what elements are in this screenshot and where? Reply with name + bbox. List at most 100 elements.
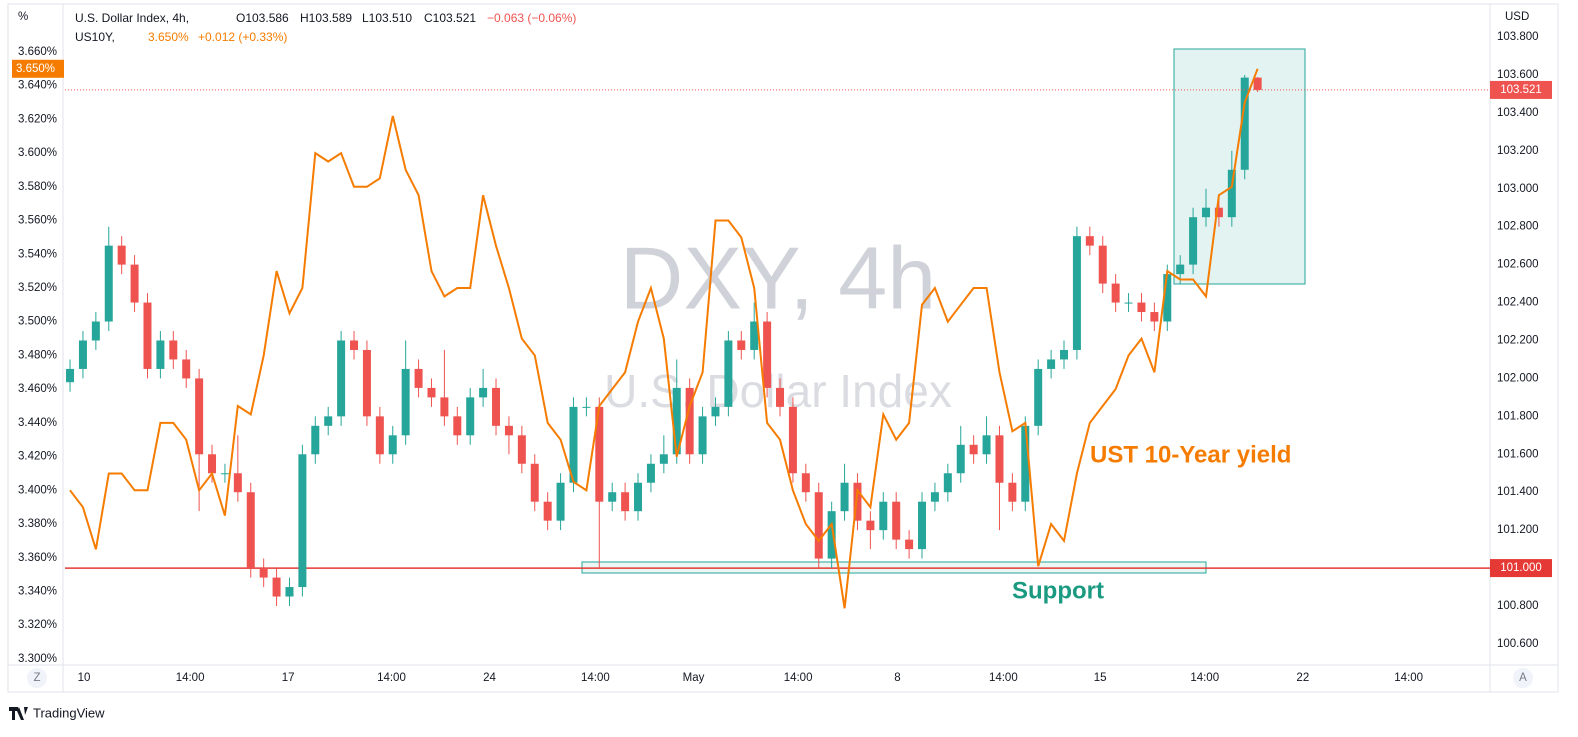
candle-body [298, 454, 307, 588]
candle-body [362, 349, 371, 417]
legend-symbol2: US10Y, [75, 30, 115, 44]
y2-tick-label: 3.400% [18, 484, 57, 496]
candle-body [427, 387, 436, 398]
legend-close: C103.521 [424, 11, 476, 25]
watermark: DXY, 4h [620, 228, 936, 327]
y2-tick-label: 3.520% [18, 282, 57, 294]
candle-body [1176, 264, 1185, 275]
candle-body [414, 368, 423, 388]
y2-tick-label: 3.500% [18, 316, 57, 328]
candle-body [711, 406, 720, 417]
x-tick-label: 14:00 [784, 672, 813, 684]
candle-body [788, 406, 797, 474]
candle-body [504, 425, 513, 436]
candle-body [905, 539, 914, 550]
candle-body [634, 482, 643, 512]
y2-tick-label: 3.540% [18, 248, 57, 260]
last-yield-box [12, 59, 64, 78]
support-price-box [1490, 559, 1552, 578]
y-tick-label: 103.200 [1497, 145, 1539, 157]
yield-line [69, 68, 1259, 609]
candle-body [78, 340, 87, 369]
candle-body [930, 492, 939, 502]
candle-body [375, 416, 384, 455]
legend-change: −0.063 (−0.06%) [487, 11, 576, 25]
candle-body [737, 340, 746, 350]
x-tick-label: 8 [894, 672, 900, 684]
y-tick-label: 102.000 [1497, 372, 1539, 384]
zoom-button[interactable] [27, 668, 47, 688]
y-tick-label: 101.600 [1497, 448, 1539, 460]
candle-body [1098, 245, 1107, 284]
candle-body [556, 482, 565, 521]
candle-body [104, 245, 113, 322]
y2-tick-label: 3.620% [18, 113, 57, 125]
candle-body [195, 378, 204, 455]
candle-body [1021, 425, 1030, 502]
candle-body [569, 406, 578, 483]
y2-tick-label: 3.360% [18, 552, 57, 564]
y2-tick-label: 3.440% [18, 417, 57, 429]
candle-body [1214, 207, 1223, 218]
chart-frame [7, 3, 1559, 693]
y-tick-label: 103.800 [1497, 31, 1539, 43]
candle-body [1008, 482, 1017, 502]
y-tick-label: 101.200 [1497, 524, 1539, 536]
last-yield-label: 3.650% [16, 63, 55, 75]
candle-body [1163, 274, 1172, 322]
zoom-button-label[interactable]: Z [33, 672, 40, 684]
auto-scale-label[interactable]: A [1519, 672, 1527, 684]
y2-tick-label: 3.480% [18, 349, 57, 361]
annotation: Support [1012, 577, 1104, 604]
candle-body [324, 416, 333, 426]
y2-tick-label: 3.320% [18, 619, 57, 631]
candle-body [853, 482, 862, 521]
candle-body [543, 501, 552, 521]
y-tick-label: 101.800 [1497, 410, 1539, 422]
x-tick-label: 22 [1296, 672, 1309, 684]
y-tick-label: 102.600 [1497, 259, 1539, 271]
y-tick-label: 100.600 [1497, 638, 1539, 650]
y2-tick-label: 3.660% [18, 46, 57, 58]
candle-body [943, 473, 952, 493]
candle-body [1111, 283, 1120, 303]
candle-body [763, 321, 772, 388]
candle-body [1240, 77, 1249, 170]
candle-body [91, 321, 100, 341]
y-unit: USD [1505, 11, 1529, 23]
legend-low: L103.510 [362, 11, 412, 25]
candle-body [156, 340, 165, 369]
y-tick-label: 102.800 [1497, 221, 1539, 233]
candle-body [672, 387, 681, 455]
auto-scale-button[interactable] [1513, 668, 1533, 688]
y2-tick-label: 3.460% [18, 383, 57, 395]
candle-body [1060, 349, 1069, 360]
y-tick-label: 103.400 [1497, 107, 1539, 119]
candle-body [388, 435, 397, 455]
candle-body [453, 416, 462, 436]
candle-body [698, 416, 707, 455]
y2-tick-label: 3.300% [18, 653, 57, 665]
legend-high: H103.589 [300, 11, 352, 25]
candle-body [1085, 236, 1094, 246]
candle-body [827, 511, 836, 559]
candle-body [1202, 207, 1211, 218]
x-tick-label: May [683, 672, 705, 684]
candle-body [233, 473, 242, 493]
x-tick-label: 15 [1094, 672, 1107, 684]
x-tick-label: 24 [483, 672, 496, 684]
candle-body [866, 520, 875, 531]
candle-body [1034, 368, 1043, 426]
y-tick-label: 102.400 [1497, 297, 1539, 309]
candle-body [1072, 236, 1081, 350]
legend-value2: 3.650% [148, 30, 189, 44]
y-tick-label: 102.200 [1497, 335, 1539, 347]
candle-body [1189, 217, 1198, 265]
x-tick-label: 14:00 [1190, 672, 1219, 684]
x-tick-label: 14:00 [377, 672, 406, 684]
candle-body [840, 482, 849, 512]
candle-body [1124, 302, 1133, 304]
candle-body [246, 492, 255, 569]
y2-tick-label: 3.580% [18, 181, 57, 193]
candle-body [879, 501, 888, 531]
